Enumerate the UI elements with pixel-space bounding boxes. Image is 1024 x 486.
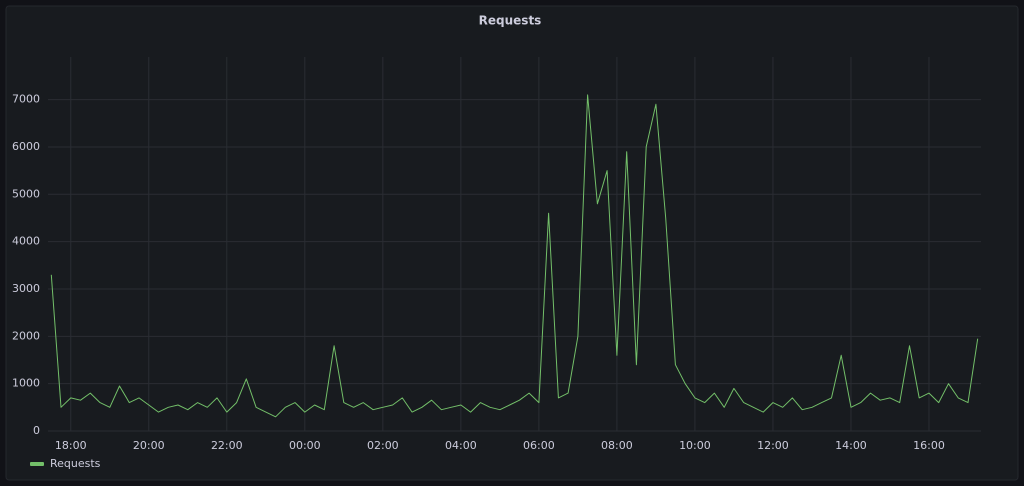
x-tick-label: 10:00 [679,439,711,452]
y-tick-label: 2000 [12,329,40,342]
x-tick-label: 18:00 [55,439,87,452]
y-tick-label: 5000 [12,187,40,200]
x-tick-label: 12:00 [757,439,789,452]
panel-bg [5,5,1019,481]
y-tick-label: 7000 [12,93,40,106]
x-tick-label: 06:00 [523,439,555,452]
x-tick-label: 04:00 [445,439,477,452]
x-tick-label: 20:00 [133,439,165,452]
legend-swatch [30,462,44,466]
y-tick-label: 0 [33,424,40,437]
x-tick-label: 14:00 [835,439,867,452]
x-tick-label: 00:00 [289,439,321,452]
legend-label: Requests [50,457,101,470]
y-tick-label: 6000 [12,140,40,153]
y-tick-label: 4000 [12,235,40,248]
y-tick-label: 3000 [12,282,40,295]
x-tick-label: 16:00 [913,439,945,452]
x-tick-label: 22:00 [211,439,243,452]
x-tick-label: 08:00 [601,439,633,452]
y-tick-label: 1000 [12,377,40,390]
panel-title: Requests [479,14,542,28]
series-line [50,94,979,418]
x-tick-label: 02:00 [367,439,399,452]
